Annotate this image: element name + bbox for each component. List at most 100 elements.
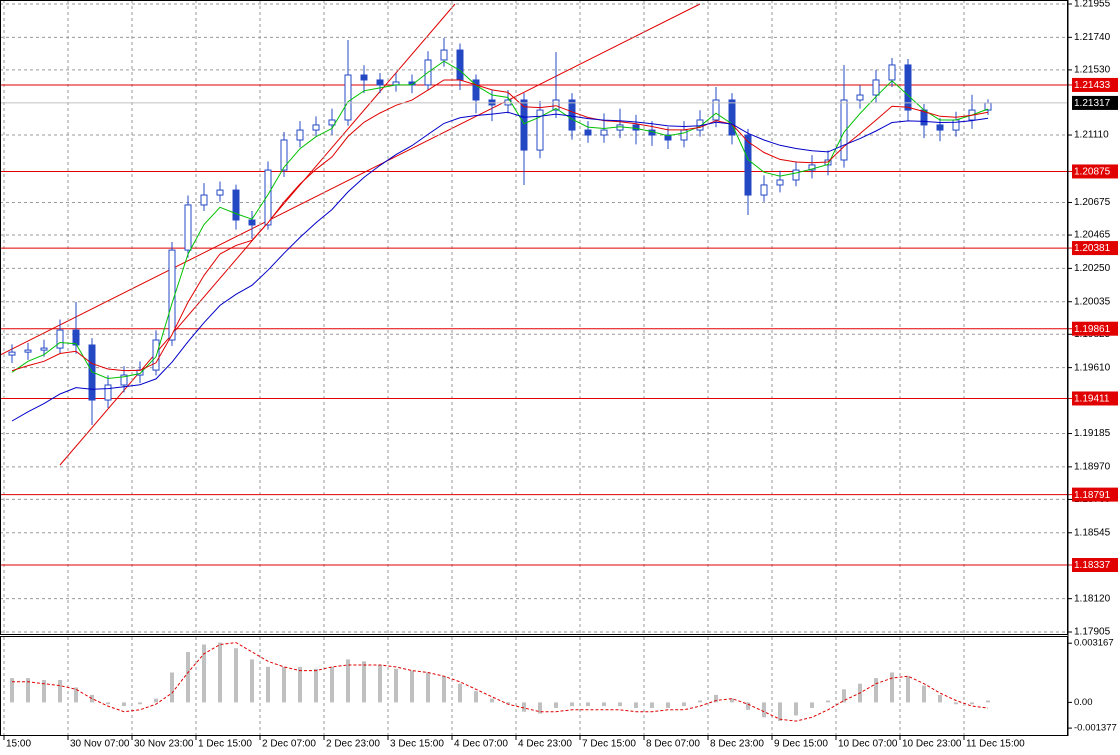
histogram-bar	[378, 665, 382, 703]
level-label-box	[1072, 487, 1118, 502]
histogram-bar	[170, 672, 174, 703]
candle-body	[312, 124, 320, 131]
histogram-bar	[58, 679, 62, 703]
histogram-bar	[586, 702, 590, 707]
price-pane-frame	[0, 0, 1068, 635]
candle-body	[376, 79, 384, 86]
candle-body	[600, 129, 608, 136]
histogram-bar	[442, 676, 446, 703]
histogram-bar	[458, 683, 462, 703]
level-label: 1.18337	[1074, 560, 1111, 571]
candle-body	[568, 99, 576, 131]
candle-body	[296, 129, 304, 141]
axes: 15:00 30 Nov 07:00 30 Nov 23:00 1 Dec 15:00…	[3, 0, 1118, 750]
histogram-bar	[490, 698, 494, 703]
histogram-bar	[874, 678, 878, 703]
candle-body	[72, 329, 80, 346]
histogram-bar	[330, 666, 334, 703]
y-tick-label: 1.19610	[1074, 362, 1111, 373]
y-tick-label: -0.001377	[1074, 723, 1117, 734]
histogram-bar	[778, 702, 782, 722]
histogram-bar	[538, 702, 542, 714]
y-tick-label: 1.20250	[1074, 263, 1111, 274]
histogram-bar	[298, 666, 302, 703]
histogram-bar	[842, 689, 846, 703]
y-tick-label: 1.21955	[1074, 0, 1111, 10]
y-tick-label: 1.21110	[1074, 130, 1109, 141]
x-tick-label: 2 Dec 23:00	[326, 739, 380, 750]
histogram-bar	[250, 659, 254, 703]
current-price-label: 1.21317	[1074, 98, 1111, 109]
candle-body	[168, 249, 176, 341]
histogram-bar	[218, 642, 222, 703]
histogram-bar	[554, 702, 558, 708]
signal-line	[12, 642, 989, 722]
x-tick-label: 9 Dec 15:00	[774, 739, 828, 750]
candle-body	[200, 194, 208, 206]
level-label-box	[1072, 77, 1118, 92]
histogram-bar	[202, 644, 206, 703]
candle-body	[984, 102, 992, 111]
histogram-bar	[282, 666, 286, 703]
histogram-bar	[122, 702, 126, 707]
candle-body	[664, 134, 672, 141]
histogram-bar	[394, 668, 398, 703]
indicator-pane	[3, 637, 990, 736]
candle-body	[872, 79, 880, 96]
candle-body	[56, 329, 64, 349]
candle-body	[184, 204, 192, 251]
candle-body	[904, 64, 912, 111]
histogram-bar	[26, 678, 30, 703]
x-tick-label: 10 Dec 07:00	[838, 739, 898, 750]
x-tick-label: 2 Dec 07:00	[262, 739, 316, 750]
histogram-bar	[714, 694, 718, 703]
level-label-box	[1072, 558, 1118, 573]
histogram-bar	[922, 685, 926, 703]
candle-body	[232, 189, 240, 221]
candle-body	[936, 124, 944, 131]
candle-body	[24, 349, 32, 353]
y-tick-label: 0.003167	[1074, 638, 1114, 649]
histogram-bar	[10, 678, 14, 703]
histogram-bar	[970, 702, 974, 705]
candle-body	[888, 64, 896, 81]
level-label-box	[1072, 391, 1118, 406]
candle-body	[584, 129, 592, 136]
histogram-bar	[826, 700, 830, 703]
histogram-bar	[522, 702, 526, 712]
candle-body	[776, 179, 784, 186]
level-label: 1.19861	[1074, 324, 1111, 335]
histogram-bar	[794, 702, 798, 716]
candle-body	[808, 164, 816, 171]
histogram-bar	[506, 702, 510, 705]
histogram-bar	[154, 698, 158, 703]
x-tick-label: 8 Dec 23:00	[710, 739, 764, 750]
histogram-bar	[266, 666, 270, 703]
histogram-bar	[906, 676, 910, 703]
candle-body	[856, 94, 864, 101]
moving-average-line	[11, 60, 989, 380]
histogram-bar	[602, 702, 606, 707]
histogram-bar	[986, 700, 990, 703]
histogram-bar	[810, 702, 814, 708]
histogram-bar	[74, 687, 78, 703]
candle-body	[840, 99, 848, 161]
histogram-bar	[762, 702, 766, 718]
y-tick-label: 1.18545	[1074, 527, 1111, 538]
level-label: 1.19411	[1074, 394, 1110, 405]
x-tick-label: 30 Nov 07:00	[70, 739, 130, 750]
candle-body	[8, 351, 16, 356]
candle-body	[120, 374, 128, 386]
candle-body	[760, 184, 768, 196]
candle-body	[520, 99, 528, 151]
indicator-pane-frame	[0, 636, 1068, 736]
candle-body	[792, 169, 800, 181]
histogram-bar	[42, 679, 46, 703]
x-tick-label: 7 Dec 15:00	[582, 739, 636, 750]
level-label-box	[1072, 164, 1118, 179]
histogram-bar	[954, 702, 958, 705]
current-price-box	[1072, 95, 1118, 110]
y-tick-label: 1.18120	[1074, 593, 1111, 604]
histogram-bar	[234, 648, 238, 703]
